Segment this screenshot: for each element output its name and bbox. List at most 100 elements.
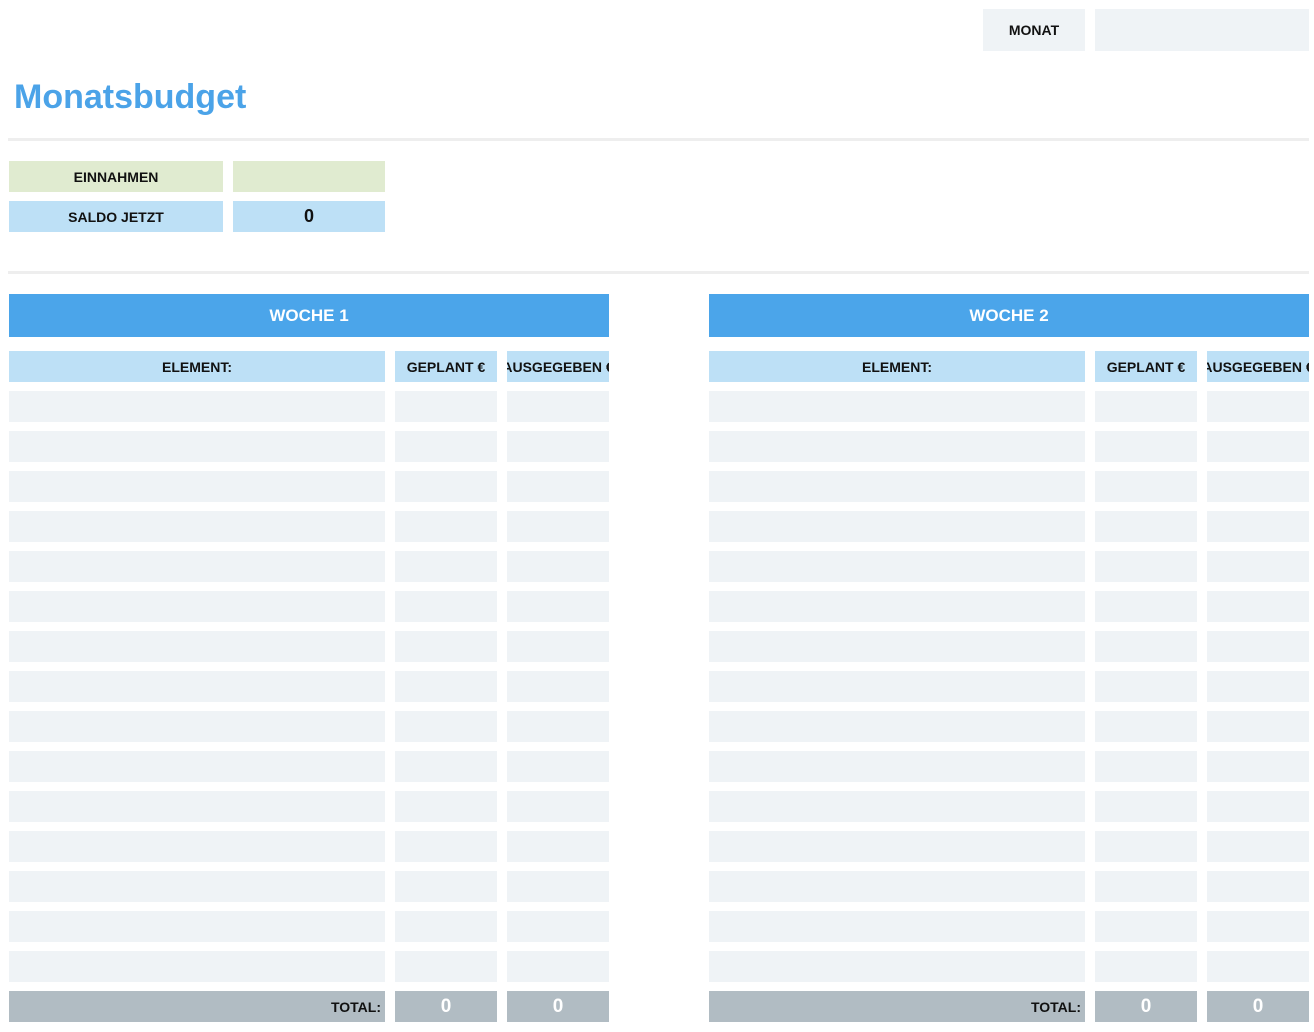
entry-cell[interactable] [709, 391, 1085, 422]
entry-cell[interactable] [1095, 631, 1197, 662]
entry-cell[interactable] [9, 671, 385, 702]
entry-cell[interactable] [9, 791, 385, 822]
entry-cell[interactable] [507, 711, 609, 742]
entry-cell[interactable] [709, 711, 1085, 742]
entry-cell[interactable] [1207, 471, 1309, 502]
total-value: 0 [1207, 991, 1309, 1022]
entry-cell[interactable] [395, 751, 497, 782]
entry-cell[interactable] [1207, 871, 1309, 902]
entry-cell[interactable] [709, 431, 1085, 462]
entry-cell[interactable] [9, 631, 385, 662]
entry-cell[interactable] [395, 871, 497, 902]
entry-cell[interactable] [507, 831, 609, 862]
page-title: Monatsbudget [14, 77, 247, 116]
entry-cell[interactable] [1095, 671, 1197, 702]
entry-cell[interactable] [1095, 871, 1197, 902]
entry-cell[interactable] [709, 791, 1085, 822]
entry-cell[interactable] [395, 431, 497, 462]
column-header: GEPLANT € [1095, 351, 1197, 382]
divider [8, 271, 1309, 274]
entry-cell[interactable] [1095, 951, 1197, 982]
entry-cell[interactable] [709, 871, 1085, 902]
entry-cell[interactable] [1207, 511, 1309, 542]
entry-cell[interactable] [1095, 391, 1197, 422]
entry-cell[interactable] [9, 951, 385, 982]
entry-cell[interactable] [1207, 751, 1309, 782]
entry-cell[interactable] [9, 711, 385, 742]
entry-cell[interactable] [9, 871, 385, 902]
entry-cell[interactable] [507, 511, 609, 542]
entry-cell[interactable] [507, 551, 609, 582]
entry-cell[interactable] [9, 551, 385, 582]
entry-cell[interactable] [1207, 391, 1309, 422]
entry-cell[interactable] [9, 511, 385, 542]
entry-cell[interactable] [395, 831, 497, 862]
entry-cell[interactable] [1095, 751, 1197, 782]
entry-cell[interactable] [1207, 911, 1309, 942]
balance-label: SALDO JETZT [9, 201, 223, 232]
entry-cell[interactable] [1095, 471, 1197, 502]
entry-cell[interactable] [9, 831, 385, 862]
entry-cell[interactable] [507, 431, 609, 462]
entry-cell[interactable] [1095, 511, 1197, 542]
entry-cell[interactable] [507, 671, 609, 702]
entry-cell[interactable] [1207, 791, 1309, 822]
entry-cell[interactable] [395, 511, 497, 542]
income-input[interactable] [233, 161, 385, 192]
entry-cell[interactable] [507, 471, 609, 502]
entry-cell[interactable] [1095, 831, 1197, 862]
entry-cell[interactable] [1207, 831, 1309, 862]
entry-cell[interactable] [1095, 711, 1197, 742]
entry-cell[interactable] [395, 591, 497, 622]
income-label: EINNAHMEN [9, 161, 223, 192]
entry-cell[interactable] [1207, 711, 1309, 742]
entry-cell[interactable] [9, 591, 385, 622]
entry-cell[interactable] [709, 831, 1085, 862]
entry-cell[interactable] [395, 631, 497, 662]
entry-cell[interactable] [9, 911, 385, 942]
entry-cell[interactable] [1207, 431, 1309, 462]
column-header: ELEMENT: [709, 351, 1085, 382]
entry-cell[interactable] [395, 471, 497, 502]
entry-cell[interactable] [709, 951, 1085, 982]
entry-cell[interactable] [1095, 551, 1197, 582]
entry-cell[interactable] [709, 631, 1085, 662]
entry-cell[interactable] [1095, 431, 1197, 462]
entry-cell[interactable] [507, 591, 609, 622]
entry-cell[interactable] [395, 391, 497, 422]
entry-cell[interactable] [1207, 591, 1309, 622]
entry-cell[interactable] [507, 751, 609, 782]
entry-cell[interactable] [395, 791, 497, 822]
entry-cell[interactable] [1207, 631, 1309, 662]
entry-cell[interactable] [9, 391, 385, 422]
entry-cell[interactable] [9, 431, 385, 462]
entry-cell[interactable] [1207, 671, 1309, 702]
entry-cell[interactable] [507, 871, 609, 902]
entry-cell[interactable] [507, 911, 609, 942]
entry-cell[interactable] [1095, 591, 1197, 622]
entry-cell[interactable] [1207, 551, 1309, 582]
entry-cell[interactable] [9, 471, 385, 502]
entry-cell[interactable] [709, 671, 1085, 702]
entry-cell[interactable] [395, 911, 497, 942]
entry-cell[interactable] [709, 751, 1085, 782]
column-header: GEPLANT € [395, 351, 497, 382]
entry-cell[interactable] [507, 631, 609, 662]
entry-cell[interactable] [507, 951, 609, 982]
entry-cell[interactable] [507, 791, 609, 822]
entry-cell[interactable] [1095, 791, 1197, 822]
entry-cell[interactable] [709, 591, 1085, 622]
entry-cell[interactable] [1207, 951, 1309, 982]
entry-cell[interactable] [395, 671, 497, 702]
entry-cell[interactable] [709, 511, 1085, 542]
month-input[interactable] [1095, 9, 1309, 51]
entry-cell[interactable] [709, 471, 1085, 502]
entry-cell[interactable] [507, 391, 609, 422]
entry-cell[interactable] [9, 751, 385, 782]
entry-cell[interactable] [395, 551, 497, 582]
entry-cell[interactable] [395, 951, 497, 982]
entry-cell[interactable] [709, 551, 1085, 582]
entry-cell[interactable] [1095, 911, 1197, 942]
entry-cell[interactable] [395, 711, 497, 742]
entry-cell[interactable] [709, 911, 1085, 942]
